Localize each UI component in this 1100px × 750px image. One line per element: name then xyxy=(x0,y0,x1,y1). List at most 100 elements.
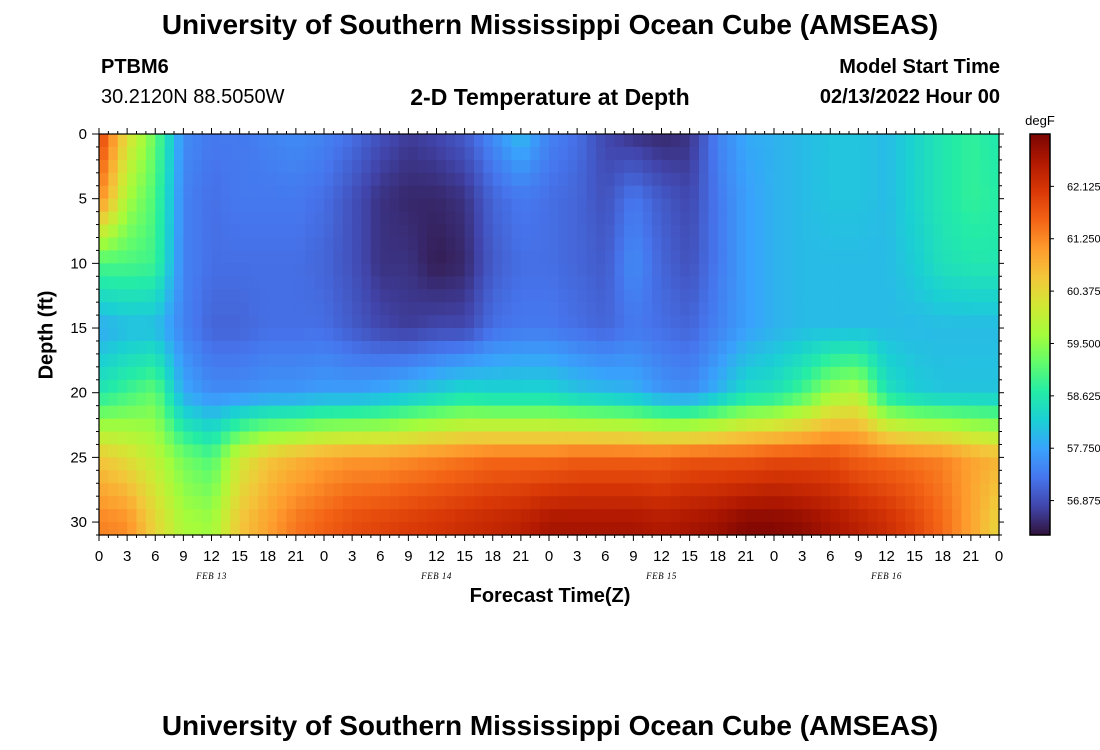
heatmap-cell xyxy=(989,418,1000,433)
heatmap-cell xyxy=(680,276,691,290)
heatmap-cell xyxy=(970,211,981,226)
heatmap-cell xyxy=(408,198,419,213)
heatmap-cell xyxy=(642,496,653,510)
heatmap-cell xyxy=(849,444,859,458)
heatmap-cell xyxy=(895,509,906,523)
heatmap-cell xyxy=(230,211,241,226)
heatmap-cell xyxy=(277,483,288,497)
heatmap-cell xyxy=(427,522,438,536)
heatmap-cell xyxy=(342,392,353,407)
heatmap-cell xyxy=(802,522,813,536)
heatmap-cell xyxy=(361,159,372,174)
heatmap-cell xyxy=(811,250,822,264)
heatmap-cell xyxy=(567,340,578,355)
heatmap-cell xyxy=(267,211,278,226)
heatmap-cell xyxy=(867,250,878,264)
heatmap-cell xyxy=(539,340,550,355)
heatmap-cell xyxy=(492,159,503,174)
heatmap-cell xyxy=(174,185,184,200)
heatmap-cell xyxy=(849,276,859,290)
heatmap-cell xyxy=(905,366,916,381)
heatmap-cell xyxy=(408,470,419,484)
heatmap-cell xyxy=(886,224,897,239)
heatmap-cell xyxy=(192,496,203,510)
heatmap-cell xyxy=(295,146,306,161)
heatmap-cell xyxy=(905,224,916,239)
heatmap-cell xyxy=(530,418,541,433)
heatmap-cell xyxy=(980,353,991,368)
heatmap-cell xyxy=(539,457,550,471)
heatmap-cell xyxy=(145,328,156,342)
heatmap-cell xyxy=(652,405,663,420)
x-tick-label: 15 xyxy=(906,548,923,565)
heatmap-cell xyxy=(127,470,138,484)
heatmap-cell xyxy=(680,263,691,277)
heatmap-cell xyxy=(427,250,438,264)
heatmap-cell xyxy=(202,392,213,407)
heatmap-cell xyxy=(155,289,166,303)
heatmap-cell xyxy=(736,146,747,161)
heatmap-cell xyxy=(858,250,869,264)
heatmap-cell xyxy=(192,353,203,368)
heatmap-cell xyxy=(295,379,306,394)
heatmap-cell xyxy=(361,353,372,368)
heatmap-cell xyxy=(314,483,325,497)
heatmap-cell xyxy=(867,328,878,342)
heatmap-cell xyxy=(699,418,709,433)
heatmap-cell xyxy=(539,289,550,303)
heatmap-cell xyxy=(924,250,934,264)
heatmap-cell xyxy=(830,237,841,252)
heatmap-cell xyxy=(924,522,934,536)
heatmap-cell xyxy=(417,405,428,420)
heatmap-cell xyxy=(464,276,475,290)
heatmap-cell xyxy=(858,366,869,381)
heatmap-cell xyxy=(127,237,138,252)
heatmap-cell xyxy=(361,276,372,290)
heatmap-cell xyxy=(820,134,831,148)
heatmap-cell xyxy=(117,457,128,471)
heatmap-cell xyxy=(567,496,578,510)
heatmap-cell xyxy=(108,172,119,187)
heatmap-cell xyxy=(811,302,822,316)
heatmap-cell xyxy=(605,366,616,381)
heatmap-cell xyxy=(183,353,194,368)
heatmap-cell xyxy=(614,496,625,510)
heatmap-cell xyxy=(595,340,606,355)
heatmap-cell xyxy=(333,315,344,329)
heatmap-cell xyxy=(230,457,241,471)
heatmap-cell xyxy=(220,392,231,407)
heatmap-cell xyxy=(520,237,531,252)
heatmap-cell xyxy=(145,470,156,484)
heatmap-cell xyxy=(464,315,475,329)
heatmap-cell xyxy=(427,185,438,200)
heatmap-cell xyxy=(127,134,138,148)
heatmap-cell xyxy=(314,405,325,420)
heatmap-cell xyxy=(258,431,269,446)
heatmap-cell xyxy=(924,146,934,161)
heatmap-cell xyxy=(661,224,672,239)
heatmap-cell xyxy=(586,418,597,433)
heatmap-cell xyxy=(277,302,288,316)
heatmap-cell xyxy=(202,211,213,226)
heatmap-cell xyxy=(492,366,503,381)
heatmap-cell xyxy=(802,276,813,290)
heatmap-cell xyxy=(164,134,175,148)
heatmap-cell xyxy=(839,146,850,161)
heatmap-cell xyxy=(295,159,306,174)
heatmap-cell xyxy=(755,340,766,355)
heatmap-cell xyxy=(361,198,372,213)
heatmap-cell xyxy=(595,379,606,394)
heatmap-cell xyxy=(858,379,869,394)
heatmap-cell xyxy=(539,134,550,148)
heatmap-cell xyxy=(764,185,775,200)
heatmap-cell xyxy=(174,198,184,213)
heatmap-cell xyxy=(670,457,681,471)
heatmap-cell xyxy=(174,289,184,303)
heatmap-cell xyxy=(755,431,766,446)
heatmap-cell xyxy=(933,457,944,471)
heatmap-cell xyxy=(642,418,653,433)
heatmap-cell xyxy=(333,211,344,226)
heatmap-cell xyxy=(399,470,409,484)
heatmap-cell xyxy=(549,159,559,174)
heatmap-cell xyxy=(745,250,756,264)
